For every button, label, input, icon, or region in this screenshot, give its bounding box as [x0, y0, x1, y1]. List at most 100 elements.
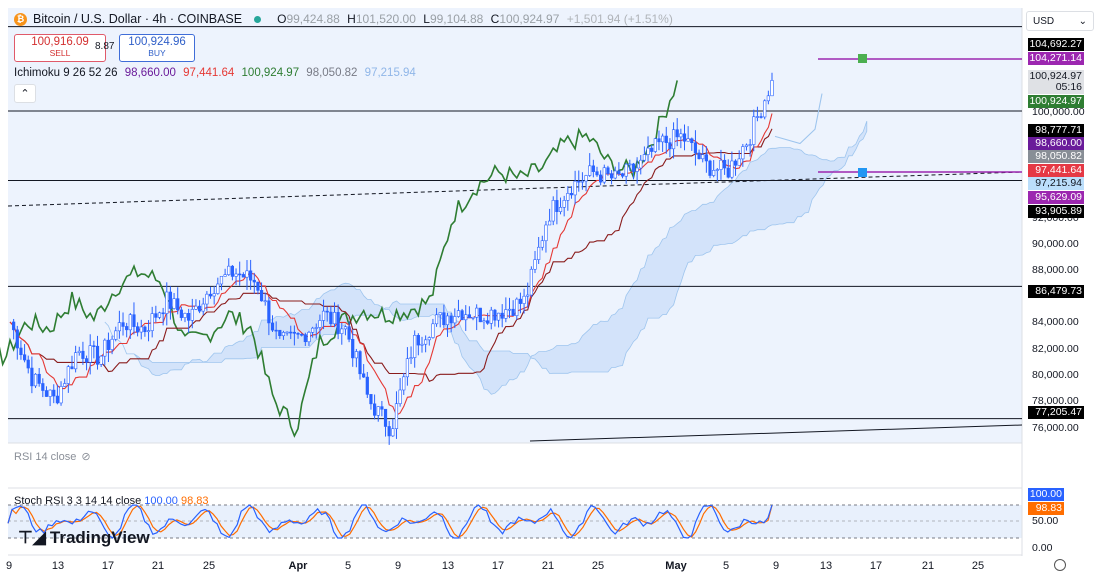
price-label[interactable]: 104,692.27 [1028, 38, 1084, 51]
candle [165, 291, 169, 314]
candle [675, 129, 679, 138]
price-label[interactable]: 98,050.82 [1028, 150, 1084, 163]
horizontal-levels[interactable] [8, 26, 1022, 420]
rsi-legend[interactable]: RSI 14 close ⊘ [14, 450, 91, 464]
candle [318, 320, 322, 328]
candle [230, 265, 235, 277]
candle [329, 311, 333, 325]
time-tick: 9 [394, 560, 402, 572]
candle [628, 163, 632, 166]
candle [63, 383, 67, 387]
trend-line-dashed[interactable] [7, 171, 1023, 207]
price-label[interactable]: 104,271.14 [1028, 52, 1084, 65]
candle [631, 163, 636, 172]
candle [547, 220, 552, 226]
tradingview-mark-icon: ⊤◢ [18, 528, 46, 547]
buy-label: BUY [148, 48, 166, 58]
candle [70, 366, 74, 370]
candle [307, 331, 311, 343]
candle [252, 279, 256, 283]
gear-icon[interactable] [1054, 559, 1066, 571]
tradingview-logo[interactable]: ⊤◢ TradingView [18, 528, 150, 548]
candle [489, 309, 493, 324]
price-label[interactable]: 05:16 [1028, 81, 1084, 94]
base-line [9, 128, 773, 382]
candle [431, 323, 435, 338]
chevron-down-icon: ⌄ [1078, 15, 1087, 27]
time-tick: 25 [202, 560, 216, 572]
symbol-title[interactable]: Bitcoin / U.S. Dollar · 4h · COINBASE [33, 12, 243, 26]
candle [183, 313, 187, 318]
candle [274, 329, 278, 332]
price-label[interactable]: 97,215.94 [1028, 177, 1084, 190]
ichimoku-legend[interactable]: Ichimoku 9 26 52 26 98,660.00 97,441.64 … [14, 67, 420, 79]
cloud-area [104, 120, 868, 395]
candle [464, 314, 468, 321]
candle [679, 133, 683, 138]
candle [19, 347, 23, 356]
candles[interactable] [12, 72, 774, 445]
time-tick: 9 [772, 560, 780, 572]
candle [438, 312, 442, 316]
candle [496, 312, 501, 321]
candle [427, 337, 431, 341]
candle [15, 329, 19, 349]
candle [125, 326, 129, 331]
price-tick: 84,000.00 [1032, 316, 1079, 328]
price-label[interactable]: 98,777.71 [1028, 124, 1084, 137]
price-label[interactable]: 86,479.73 [1028, 285, 1084, 298]
candle [478, 307, 482, 323]
candle [197, 305, 202, 312]
candle [157, 312, 162, 318]
hidden-eye-icon[interactable]: ⊘ [81, 451, 91, 463]
candle [486, 320, 490, 324]
candle [624, 163, 628, 177]
candle [190, 309, 194, 321]
currency-label: USD [1033, 15, 1055, 27]
price-label[interactable]: 100,924.97 [1028, 70, 1084, 83]
ichimoku-value: 97,215.94 [364, 67, 416, 79]
collapse-legend-button[interactable]: ⌃ [14, 84, 36, 103]
candle [671, 129, 676, 150]
stoch-legend[interactable]: Stoch RSI 3 3 14 14 close 100.00 98.83 [14, 495, 209, 507]
stoch-value-label[interactable]: 98.83 [1028, 502, 1064, 515]
time-tick: 17 [491, 560, 505, 572]
candle [136, 326, 140, 333]
stoch-value-label[interactable]: 100.00 [1028, 488, 1064, 501]
sell-button[interactable]: 100,916.09 SELL [14, 34, 106, 62]
price-label[interactable]: 98,660.00 [1028, 137, 1084, 150]
candle [201, 303, 205, 312]
currency-selector[interactable]: USD ⌄ [1026, 11, 1094, 31]
candle [270, 322, 275, 331]
candle [52, 389, 56, 397]
candle [537, 246, 541, 260]
buy-button[interactable]: 100,924.96 BUY [119, 34, 195, 62]
candle [387, 426, 391, 437]
candle [646, 147, 650, 155]
candle [730, 160, 734, 178]
alert-marker-icon[interactable] [858, 168, 867, 177]
price-label[interactable]: 95,629.09 [1028, 191, 1084, 204]
check-icon[interactable] [858, 54, 867, 63]
price-label[interactable]: 93,905.89 [1028, 205, 1084, 218]
candle [449, 315, 453, 324]
trend-line-lower[interactable] [529, 424, 1023, 442]
time-tick: 5 [722, 560, 730, 572]
candle [292, 331, 296, 334]
candle [770, 80, 774, 97]
candle [143, 326, 147, 333]
time-tick: 25 [971, 560, 985, 572]
candle [599, 174, 603, 183]
candle [755, 116, 760, 118]
candle [267, 300, 271, 324]
time-tick: 21 [151, 560, 165, 572]
candle [591, 165, 595, 172]
symbol-header[interactable]: ₿ Bitcoin / U.S. Dollar · 4h · COINBASE … [14, 12, 673, 26]
candle [394, 403, 399, 429]
price-label[interactable]: 77,205.47 [1028, 406, 1084, 419]
candle [259, 290, 264, 302]
price-label[interactable]: 97,441.64 [1028, 164, 1084, 177]
candle [311, 327, 315, 333]
price-label[interactable]: 100,924.97 [1028, 95, 1084, 108]
